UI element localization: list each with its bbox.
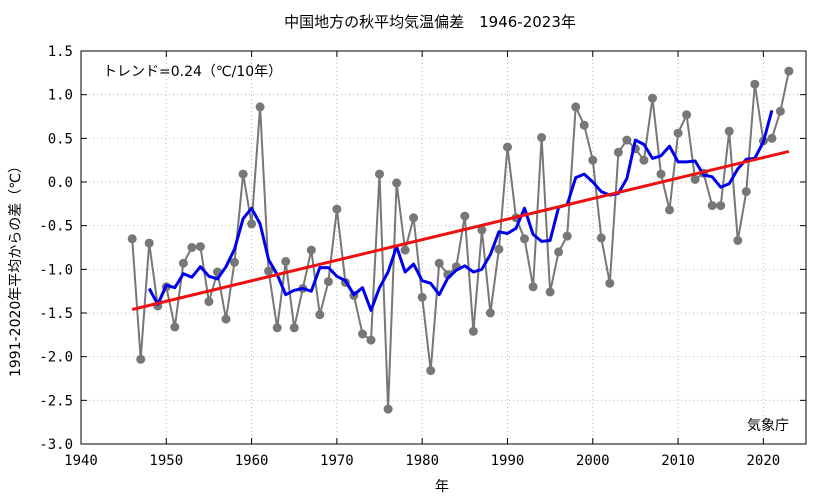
annual-data-point: [605, 278, 615, 288]
annual-data-point: [366, 335, 376, 345]
annual-data-point: [648, 93, 657, 103]
y-tick-label: -0.5: [39, 219, 73, 235]
annual-data-point: [545, 287, 555, 297]
annual-data-point: [409, 213, 419, 223]
annual-data-point: [417, 292, 427, 302]
annual-data-point: [238, 169, 248, 179]
annual-data-point: [775, 106, 785, 116]
series-layer: [127, 66, 794, 414]
annual-data-point: [571, 102, 581, 112]
annual-data-point: [716, 201, 726, 211]
annual-data-point: [426, 366, 436, 376]
annual-data-point: [230, 257, 239, 267]
y-tick-label: -2.0: [39, 350, 73, 366]
y-tick-label: -3.0: [39, 437, 73, 453]
x-tick-label: 1990: [491, 453, 525, 469]
y-tick-label: 0.5: [48, 131, 73, 147]
annual-data-point: [383, 404, 393, 414]
annual-data-point: [562, 231, 572, 241]
annual-data-point: [750, 79, 760, 89]
y-tick-label: 1.5: [48, 44, 73, 60]
y-tick-label: 1.0: [48, 88, 73, 104]
annual-data-point: [272, 323, 282, 333]
annual-data-point: [460, 211, 470, 221]
annual-data-point: [579, 120, 589, 130]
moving-average-line: [147, 110, 774, 312]
x-tick-label: 2020: [746, 453, 780, 469]
x-tick-label: 1960: [235, 453, 269, 469]
trend-line: [131, 149, 790, 311]
annual-data-point: [665, 205, 674, 215]
annual-data-point: [144, 238, 154, 248]
y-tick-label: -2.5: [39, 393, 73, 409]
annual-data-point: [682, 110, 692, 120]
x-tick-label: 1980: [405, 453, 439, 469]
annual-data-point: [784, 66, 794, 76]
annual-data-point: [289, 323, 299, 333]
annual-data-point: [503, 142, 512, 152]
annual-data-point: [707, 201, 717, 211]
annual-data-point: [485, 308, 495, 318]
x-tick-label: 1950: [149, 453, 183, 469]
y-axis-label: 1991-2020年平均からの差（℃）: [8, 159, 24, 377]
annual-data-point: [332, 204, 342, 214]
y-tick-label: 0.0: [48, 175, 73, 191]
annual-data-point: [622, 135, 632, 145]
annual-data-point: [375, 169, 384, 179]
annual-data-point: [690, 174, 700, 184]
chart-title: 中国地方の秋平均気温偏差 1946-2023年: [284, 13, 576, 31]
y-tick-label: -1.0: [39, 262, 73, 278]
annual-data-point: [767, 133, 777, 143]
annual-data-point: [588, 155, 598, 165]
annual-data-point: [281, 257, 291, 266]
annual-data-point: [477, 225, 487, 235]
annual-data-point: [434, 258, 444, 268]
annual-data-point: [639, 155, 649, 165]
annual-data-point: [537, 133, 547, 142]
annual-data-point: [255, 102, 265, 112]
x-tick-label: 2000: [576, 453, 610, 469]
annual-data-point: [221, 314, 231, 324]
annual-data-point: [520, 234, 529, 244]
annual-data-point: [613, 147, 623, 157]
annual-data-point: [195, 242, 205, 252]
annual-data-point: [358, 329, 367, 339]
annual-data-point: [494, 244, 504, 254]
x-tick-label: 1940: [64, 453, 98, 469]
annual-data-point: [724, 126, 734, 136]
annual-data-point: [733, 236, 743, 245]
annual-data-point: [528, 282, 538, 292]
x-tick-label: 2010: [661, 453, 695, 469]
annual-data-point: [306, 245, 316, 255]
annual-data-point: [323, 277, 333, 287]
annual-data-point: [187, 243, 197, 252]
annual-data-point: [178, 258, 188, 268]
annual-data-point: [170, 322, 180, 332]
annual-data-point: [656, 169, 666, 179]
annual-data-point: [392, 178, 402, 188]
annual-data-point: [468, 326, 478, 336]
annual-data-point: [596, 233, 606, 243]
annual-data-point: [136, 354, 146, 364]
annual-data-point: [400, 245, 410, 255]
annual-data-point: [673, 128, 683, 138]
y-tick-label: -1.5: [39, 306, 73, 322]
trend-annotation: トレンド=0.24（℃/10年）: [103, 64, 282, 80]
credit-label: 気象庁: [747, 418, 789, 434]
x-tick-label: 1970: [320, 453, 354, 469]
plot-frame: [80, 50, 807, 445]
annual-data-point: [741, 187, 751, 197]
annual-data-point: [554, 247, 564, 257]
x-axis-label: 年: [435, 479, 449, 495]
annual-data-point: [264, 266, 274, 276]
annual-data-point: [127, 234, 137, 244]
annual-data-point: [247, 219, 257, 229]
annual-data-point: [204, 297, 214, 307]
annual-data-point: [315, 310, 325, 320]
axis-ticks: 1940 1950 1960 1970 1980 1990 2000 2010 2020 1.5 1…: [39, 44, 806, 469]
